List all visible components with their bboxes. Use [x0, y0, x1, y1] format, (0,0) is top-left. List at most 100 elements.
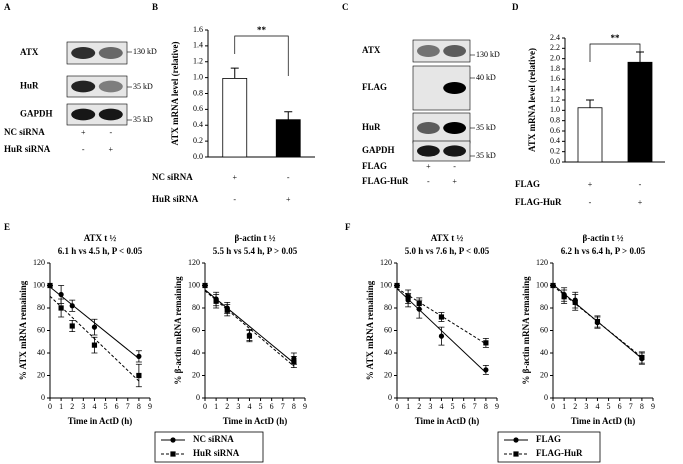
- data-point: [639, 354, 645, 361]
- significance-bracket: [234, 35, 289, 76]
- y-tick-label: 1.4: [193, 41, 203, 50]
- condition-label: NC siRNA: [4, 127, 45, 137]
- chart-subtitle: 6.2 h vs 6.4 h, P > 0.05: [561, 246, 646, 256]
- chart-title: ATX t ½: [431, 233, 464, 243]
- condition-sign: -: [82, 145, 85, 154]
- condition-label: FLAG: [515, 179, 540, 189]
- y-tick-label: 0.0: [193, 152, 203, 161]
- y-tick-label: 1.4: [550, 84, 560, 93]
- blot-row-label: FLAG: [362, 82, 387, 92]
- kd-marker: 35 kD: [476, 151, 496, 160]
- y-tick-label: 0: [388, 393, 392, 402]
- chart-subtitle: 5.0 h vs 7.6 h, P < 0.05: [405, 246, 490, 256]
- x-tick-label: 9: [303, 402, 307, 411]
- legend-label: HuR siRNA: [193, 448, 240, 458]
- condition-label: FLAG-HuR: [362, 176, 409, 186]
- chart-title: ATX t ½: [84, 233, 117, 243]
- x-tick-label: 7: [473, 402, 477, 411]
- y-tick-label: 120: [33, 258, 45, 267]
- x-tick-label: 6: [270, 402, 274, 411]
- y-tick-label: 0.4: [193, 120, 203, 129]
- y-tick-label: 1.8: [550, 64, 560, 73]
- bar: [222, 78, 248, 158]
- fit-line: [204, 290, 295, 367]
- blot-band: [98, 80, 123, 93]
- x-axis-label: Time in ActD (h): [571, 416, 636, 426]
- condition-label: HuR siRNA: [4, 144, 51, 154]
- condition-sign: +: [232, 173, 237, 182]
- data-point: [213, 298, 219, 304]
- blot-band: [443, 145, 467, 157]
- data-point: [202, 282, 208, 289]
- y-tick-label: 0.6: [193, 104, 203, 113]
- data-point: [438, 333, 445, 339]
- y-axis-label: ATX mRNA level (relative): [170, 42, 180, 146]
- y-tick-label: 60: [384, 325, 392, 334]
- y-tick-label: 40: [192, 348, 200, 357]
- chart-subtitle: 5.5 h vs 5.4 h, P > 0.05: [213, 246, 298, 256]
- data-point: [136, 353, 142, 359]
- x-tick-label: 0: [551, 402, 555, 411]
- legend-box: [154, 431, 264, 463]
- x-tick-label: 7: [126, 402, 130, 411]
- y-tick-label: 1.2: [550, 95, 560, 104]
- data-point: [572, 299, 578, 305]
- legend-marker: [513, 451, 519, 457]
- condition-sign: +: [452, 177, 457, 186]
- data-point: [483, 367, 489, 373]
- data-point: [416, 300, 422, 307]
- x-tick-label: 4: [595, 402, 599, 411]
- blot-band: [71, 108, 96, 121]
- fit-line: [204, 289, 295, 364]
- condition-sign: +: [109, 145, 114, 154]
- data-point: [550, 282, 556, 289]
- y-axis-label: ATX mRNA level (relative): [527, 48, 537, 152]
- x-tick-label: 0: [395, 402, 399, 411]
- y-tick-label: 80: [540, 303, 548, 312]
- panel-label: E: [4, 222, 10, 232]
- y-tick-label: 0.2: [193, 136, 203, 145]
- condition-sign: +: [286, 195, 291, 204]
- blot-row-label: HuR: [20, 81, 39, 91]
- significance: **: [611, 33, 621, 43]
- bar: [275, 119, 301, 158]
- blot-band: [416, 45, 440, 57]
- y-tick-label: 120: [188, 258, 200, 267]
- y-tick-label: 0.0: [550, 157, 560, 166]
- blot-band: [416, 145, 440, 157]
- x-tick-label: 5: [451, 402, 455, 411]
- condition-label: FLAG-HuR: [515, 197, 562, 207]
- data-point: [394, 282, 400, 289]
- kd-marker: 35 kD: [133, 82, 153, 91]
- y-tick-label: 100: [188, 280, 200, 289]
- y-tick-label: 2.0: [550, 53, 560, 62]
- chart-subtitle: 6.1 h vs 4.5 h, P < 0.05: [58, 246, 143, 256]
- y-tick-label: 20: [192, 370, 200, 379]
- blot-row-label: ATX: [20, 47, 39, 57]
- condition-sign: -: [453, 162, 456, 171]
- blot-band: [98, 47, 123, 59]
- blot-row-label: ATX: [362, 45, 381, 55]
- y-tick-label: 80: [192, 303, 200, 312]
- condition-sign: -: [287, 173, 290, 182]
- data-point: [91, 324, 98, 330]
- panel-label: A: [4, 2, 11, 12]
- x-tick-label: 2: [225, 402, 229, 411]
- data-point: [91, 342, 98, 348]
- x-tick-label: 6: [618, 402, 622, 411]
- x-tick-label: 9: [495, 402, 499, 411]
- x-tick-label: 8: [137, 402, 141, 411]
- condition-sign: -: [233, 195, 236, 204]
- condition-sign: +: [426, 162, 431, 171]
- panel-label: F: [345, 222, 351, 232]
- condition-sign: +: [588, 180, 593, 189]
- x-axis-label: Time in ActD (h): [415, 416, 480, 426]
- blot-row-label: HuR: [362, 122, 381, 132]
- y-tick-label: 0.2: [550, 146, 560, 155]
- y-tick-label: 1.0: [193, 72, 203, 81]
- legend-box: [497, 431, 601, 463]
- data-point: [438, 314, 445, 320]
- y-tick-label: 2.4: [550, 33, 560, 42]
- blot-band: [416, 122, 440, 134]
- y-tick-label: 1.0: [550, 105, 560, 114]
